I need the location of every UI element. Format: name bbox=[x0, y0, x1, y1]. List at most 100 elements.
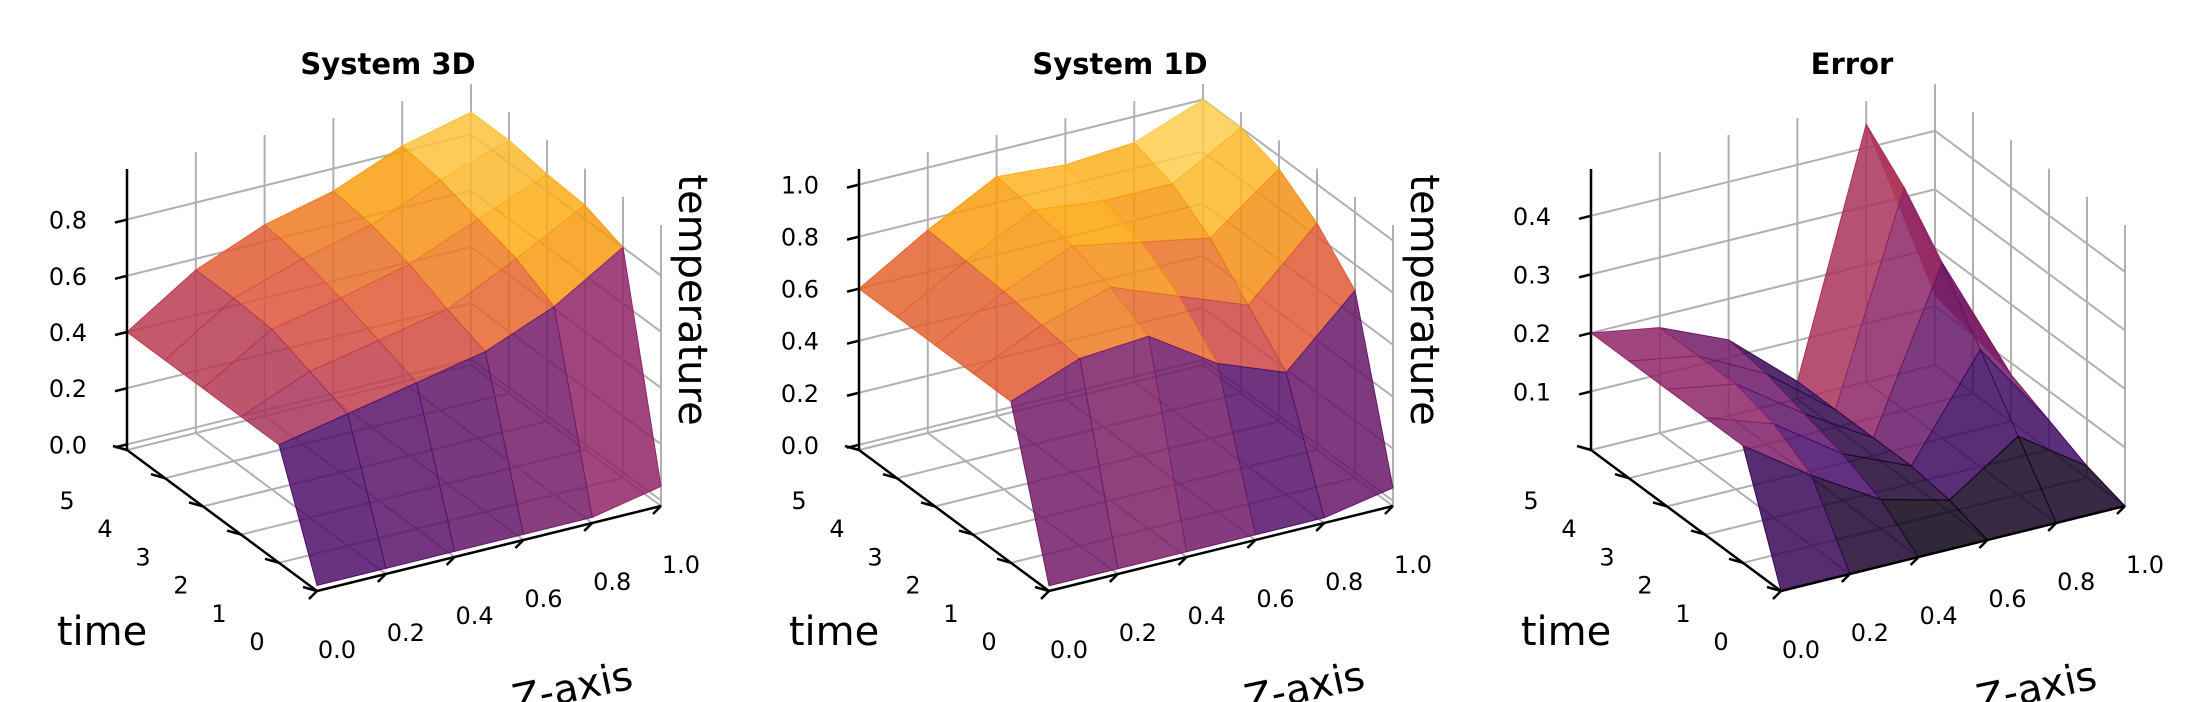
surface-patch bbox=[278, 413, 387, 586]
y-tick bbox=[226, 529, 242, 536]
y-tick-label: 2 bbox=[173, 572, 188, 600]
surface-patch bbox=[1010, 357, 1119, 587]
y-tick-label: 0 bbox=[981, 628, 996, 656]
z-tick bbox=[846, 287, 860, 293]
grid-line bbox=[1934, 188, 2126, 332]
grid-line bbox=[1934, 247, 2126, 390]
y-tick bbox=[1614, 472, 1630, 480]
x-tick-label: 0.2 bbox=[387, 619, 425, 647]
z-tick bbox=[114, 274, 128, 280]
y-tick bbox=[1728, 557, 1744, 565]
x-tick bbox=[1840, 573, 1851, 583]
x-axis bbox=[1048, 504, 1394, 593]
x-tick bbox=[308, 590, 318, 600]
z-tick bbox=[114, 386, 128, 393]
x-tick bbox=[376, 573, 387, 583]
y-tick bbox=[1652, 501, 1668, 508]
y-tick bbox=[996, 557, 1012, 565]
y-tick bbox=[302, 585, 318, 593]
x-tick-label: 0.2 bbox=[1851, 619, 1889, 647]
y-tick bbox=[1766, 585, 1782, 593]
z-tick bbox=[1578, 390, 1592, 396]
y-tick-label: 4 bbox=[829, 515, 844, 543]
z-tick bbox=[114, 330, 128, 337]
x-tick bbox=[1978, 539, 1989, 549]
y-tick-label: 2 bbox=[1637, 572, 1652, 600]
x-axis-label: Z-axis bbox=[1240, 653, 1368, 702]
x-tick bbox=[1040, 590, 1050, 600]
y-tick-label: 3 bbox=[135, 543, 150, 571]
y-tick bbox=[1690, 529, 1706, 536]
y-tick bbox=[1576, 444, 1592, 452]
y-tick bbox=[882, 472, 898, 480]
z-tick-label: 0.1 bbox=[1513, 378, 1551, 406]
x-tick-label: 0.0 bbox=[318, 636, 356, 664]
y-axis bbox=[126, 448, 318, 593]
z-tick bbox=[846, 235, 860, 241]
z-tick-label: 0.4 bbox=[1513, 203, 1551, 231]
x-tick-label: 0.8 bbox=[2057, 568, 2095, 596]
y-tick-label: 2 bbox=[905, 572, 920, 600]
z-tick bbox=[846, 443, 860, 450]
z-tick-label: 0.2 bbox=[49, 375, 87, 403]
z-tick bbox=[846, 339, 860, 345]
z-axis-label: temperature bbox=[669, 174, 715, 425]
y-tick bbox=[958, 529, 974, 536]
z-tick-label: 0.0 bbox=[781, 432, 819, 460]
y-tick bbox=[1034, 585, 1050, 593]
z-tick-label: 0.4 bbox=[781, 328, 819, 356]
y-tick-label: 3 bbox=[1599, 543, 1614, 571]
x-axis bbox=[1780, 504, 2126, 593]
x-tick-label: 0.0 bbox=[1050, 636, 1088, 664]
y-axis-label: time bbox=[57, 609, 147, 655]
chart-title: System 3D bbox=[300, 47, 475, 81]
y-tick-label: 1 bbox=[943, 600, 958, 628]
y-tick bbox=[264, 557, 280, 565]
z-tick-label: 0.2 bbox=[781, 380, 819, 408]
y-tick-label: 4 bbox=[1561, 515, 1576, 543]
x-tick bbox=[1384, 505, 1394, 515]
y-axis bbox=[858, 448, 1050, 593]
x-tick bbox=[1772, 590, 1782, 600]
y-tick-label: 5 bbox=[791, 487, 806, 515]
x-tick bbox=[2116, 505, 2126, 515]
x-tick-label: 0.6 bbox=[1988, 585, 2026, 613]
z-tick-label: 0.8 bbox=[49, 207, 87, 235]
x-tick-label: 0.8 bbox=[1325, 568, 1363, 596]
z-tick-label: 0.6 bbox=[781, 276, 819, 304]
y-axis-label: time bbox=[789, 609, 879, 655]
x-tick bbox=[1108, 573, 1119, 583]
x-tick-label: 0.6 bbox=[1256, 585, 1294, 613]
chart-title: Error bbox=[1811, 47, 1894, 81]
y-tick-label: 5 bbox=[59, 487, 74, 515]
y-tick-label: 0 bbox=[1713, 628, 1728, 656]
y-tick-label: 1 bbox=[1675, 600, 1690, 628]
z-tick bbox=[114, 218, 128, 224]
x-tick-label: 0.8 bbox=[593, 568, 631, 596]
z-tick bbox=[114, 443, 128, 449]
x-tick-label: 0.0 bbox=[1782, 636, 1820, 664]
x-tick bbox=[445, 556, 456, 566]
chart-title: System 1D bbox=[1032, 47, 1207, 81]
x-tick bbox=[1909, 556, 1920, 566]
z-tick bbox=[846, 391, 860, 397]
y-tick bbox=[150, 472, 166, 480]
z-tick-label: 0.3 bbox=[1513, 261, 1551, 289]
grid-line bbox=[858, 98, 1204, 186]
z-tick-label: 0.6 bbox=[49, 263, 87, 291]
z-tick-label: 0.0 bbox=[49, 431, 87, 459]
y-tick-label: 5 bbox=[1523, 487, 1538, 515]
z-tick-label: 0.4 bbox=[49, 319, 87, 347]
x-tick-label: 1.0 bbox=[2126, 551, 2164, 579]
x-tick bbox=[1177, 556, 1188, 566]
z-tick bbox=[1578, 214, 1592, 221]
z-tick-label: 0.2 bbox=[1513, 320, 1551, 348]
x-tick-label: 1.0 bbox=[1394, 551, 1432, 579]
x-axis-label: Z-axis bbox=[508, 653, 636, 702]
x-tick-label: 0.6 bbox=[524, 585, 562, 613]
y-axis bbox=[1590, 448, 1782, 593]
x-tick-label: 0.4 bbox=[1188, 602, 1226, 630]
z-tick-label: 1.0 bbox=[781, 172, 819, 200]
